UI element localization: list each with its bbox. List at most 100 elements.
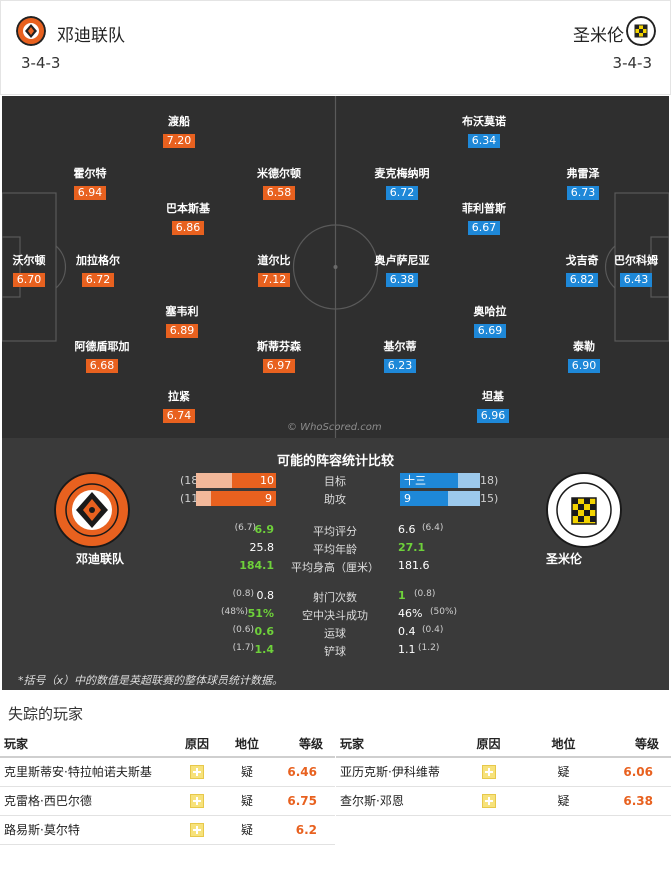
player-name[interactable]: 戈吉奇 — [565, 254, 599, 267]
pitch-lines — [2, 96, 669, 438]
away-league-rating: (6.4) — [422, 523, 444, 533]
stat-label: 空中决斗成功 — [302, 609, 368, 622]
player-rating: 6.58 — [262, 186, 296, 200]
player-rating: 6.67 — [467, 221, 501, 235]
away-player[interactable]: 菲利普斯 6.67 — [429, 202, 539, 235]
player-name[interactable]: 菲利普斯 — [462, 202, 506, 215]
player-name[interactable]: 渡船 — [168, 115, 190, 128]
stat-row-goals: (18 10 目标 十三 18) — [2, 473, 669, 491]
player-grade: 6.46 — [275, 757, 335, 787]
player-rating: 6.89 — [165, 324, 199, 338]
away-league-aerials: (50%) — [430, 607, 458, 617]
player-rating: 6.97 — [262, 359, 296, 373]
home-player[interactable]: 塞韦利 6.89 — [127, 305, 237, 338]
player-name[interactable]: 加拉格尔 — [76, 254, 120, 267]
player-name[interactable]: 麦克梅纳明 — [374, 167, 430, 180]
home-player[interactable]: 霍尔特 6.94 — [35, 167, 145, 200]
home-player[interactable]: 渡船 7.20 — [124, 115, 234, 148]
away-player[interactable]: 坦基 6.96 — [438, 390, 548, 423]
home-player[interactable]: 加拉格尔 6.72 — [43, 254, 153, 287]
stat-row-shots: (0.8) 0.8 射门次数 1 (0.8) — [2, 589, 669, 607]
player-name[interactable]: 基尔蒂 — [383, 340, 417, 353]
player-name[interactable]: 奥哈拉 — [473, 305, 507, 318]
away-player[interactable]: 基尔蒂 6.23 — [345, 340, 455, 373]
table-row: 克里斯蒂安·特拉帕诺夫斯基 疑 6.46 — [0, 757, 335, 787]
player-name[interactable]: 米德尔顿 — [257, 167, 301, 180]
away-player[interactable]: 泰勒 6.90 — [529, 340, 639, 373]
player-rating: 7.20 — [162, 134, 196, 148]
away-team-badge-icon[interactable] — [626, 16, 656, 46]
home-player[interactable]: 拉紧 6.74 — [124, 390, 234, 423]
player-name[interactable]: 道尔比 — [257, 254, 291, 267]
player-name[interactable]: 查尔斯·邓恩 — [336, 786, 456, 816]
away-player[interactable]: 巴尔科姆 6.43 — [581, 254, 669, 287]
player-rating: 6.70 — [12, 273, 46, 287]
player-name[interactable]: 霍尔特 — [73, 167, 107, 180]
stat-row-avg-age: 25.8 平均年龄 27.1 — [2, 541, 669, 559]
col-reason: 原因 — [175, 731, 219, 758]
away-team-label: 圣米伦 — [546, 552, 583, 566]
player-grade: 6.06 — [606, 757, 671, 787]
home-player[interactable]: 阿德盾耶加 6.68 — [47, 340, 157, 373]
player-status: 疑 — [219, 786, 275, 816]
player-name[interactable]: 克雷格·西巴尔德 — [0, 786, 175, 816]
away-dribbles: 0.4 — [398, 625, 416, 638]
player-name[interactable]: 亚历克斯·伊科维蒂 — [336, 757, 456, 787]
away-player[interactable]: 奥哈拉 6.69 — [435, 305, 545, 338]
player-name[interactable]: 坦基 — [482, 390, 504, 403]
player-name[interactable]: 泰勒 — [573, 340, 595, 353]
table-row: 亚历克斯·伊科维蒂 疑 6.06 — [336, 757, 671, 787]
away-aerials: 46% — [398, 607, 423, 620]
player-name[interactable]: 布沃莫诺 — [462, 115, 506, 128]
away-player[interactable]: 戈吉奇 6.82 — [527, 254, 637, 287]
away-missing-table: 玩家 原因 地位 等级 亚历克斯·伊科维蒂 疑 6.06 查尔斯·邓恩 疑 6.… — [336, 731, 671, 816]
away-shots: 1 — [398, 589, 406, 602]
home-player[interactable]: 沃尔顿 6.70 — [2, 254, 84, 287]
home-team-name[interactable]: 邓迪联队 — [57, 26, 125, 46]
home-assists-fill — [211, 491, 276, 506]
away-player[interactable]: 奥卢萨尼亚 6.38 — [347, 254, 457, 287]
player-rating: 6.72 — [81, 273, 115, 287]
player-status: 疑 — [521, 757, 606, 787]
player-name[interactable]: 沃尔顿 — [12, 254, 46, 267]
player-name[interactable]: 斯蒂芬森 — [257, 340, 301, 353]
away-player[interactable]: 布沃莫诺 6.34 — [429, 115, 539, 148]
player-status: 疑 — [521, 786, 606, 816]
table-row: 克雷格·西巴尔德 疑 6.75 — [0, 786, 335, 816]
doubtful-icon — [190, 822, 204, 837]
player-name[interactable]: 路易斯·莫尔特 — [0, 815, 175, 845]
home-player[interactable]: 巴本斯基 6.86 — [133, 202, 243, 235]
stat-label: 射门次数 — [313, 591, 357, 604]
home-league-shots: (0.8) — [232, 589, 254, 599]
away-team-name[interactable]: 圣米伦 — [573, 26, 624, 46]
away-player[interactable]: 弗雷泽 6.73 — [528, 167, 638, 200]
player-name[interactable]: 弗雷泽 — [566, 167, 600, 180]
home-league-rating: (6.7) — [234, 523, 256, 533]
home-player[interactable]: 道尔比 7.12 — [219, 254, 329, 287]
home-team-badge-icon[interactable] — [16, 16, 46, 46]
player-name[interactable]: 巴尔科姆 — [614, 254, 658, 267]
player-name[interactable]: 阿德盾耶加 — [74, 340, 130, 353]
player-rating: 6.68 — [85, 359, 119, 373]
player-rating: 6.69 — [473, 324, 507, 338]
home-assists-bar — [196, 491, 276, 506]
col-player: 玩家 — [336, 731, 456, 758]
away-player[interactable]: 麦克梅纳明 6.72 — [347, 167, 457, 200]
away-assists-fill — [400, 491, 448, 506]
stat-label: 运球 — [324, 627, 346, 640]
player-name[interactable]: 克里斯蒂安·特拉帕诺夫斯基 — [0, 757, 175, 787]
player-grade: 6.2 — [275, 815, 335, 845]
player-rating: 6.94 — [73, 186, 107, 200]
player-name[interactable]: 拉紧 — [168, 390, 190, 403]
player-rating: 6.74 — [162, 409, 196, 423]
player-name[interactable]: 奥卢萨尼亚 — [374, 254, 430, 267]
col-grade: 等级 — [275, 731, 335, 758]
player-name[interactable]: 巴本斯基 — [166, 202, 210, 215]
away-goals-value: 十三 — [404, 474, 426, 487]
home-player[interactable]: 米德尔顿 6.58 — [224, 167, 334, 200]
table-row: 查尔斯·邓恩 疑 6.38 — [336, 786, 671, 816]
player-name[interactable]: 塞韦利 — [165, 305, 199, 318]
home-league-dribbles: (0.6) — [232, 625, 254, 635]
col-player: 玩家 — [0, 731, 175, 758]
home-player[interactable]: 斯蒂芬森 6.97 — [224, 340, 334, 373]
